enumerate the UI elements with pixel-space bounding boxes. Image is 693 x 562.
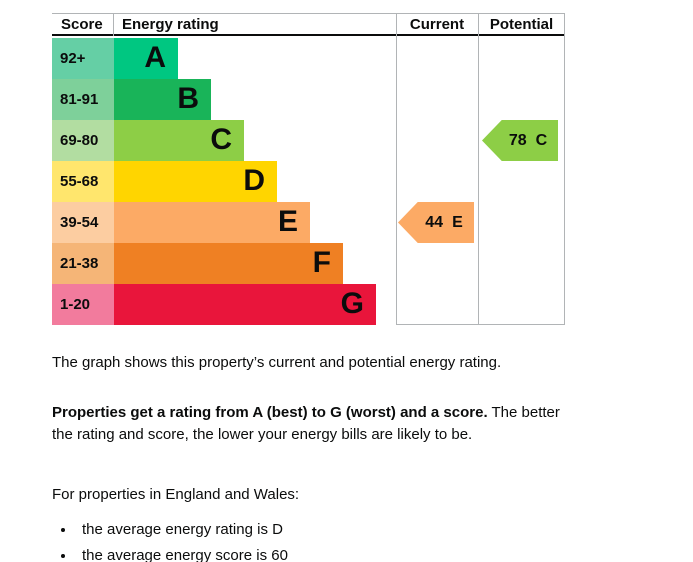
potential-band-letter: C <box>535 132 548 149</box>
band-row-a: 92+ A <box>52 38 565 79</box>
divider-current-potential <box>478 14 479 325</box>
score-range-g: 1-20 <box>52 284 114 325</box>
energy-rating-chart: Score Energy rating Current Potential 92… <box>52 13 565 325</box>
england-wales-intro: For properties in England and Wales: <box>52 485 300 503</box>
score-range-d: 55-68 <box>52 161 114 202</box>
band-bar-d: D <box>114 161 277 202</box>
chart-header-row: Score Energy rating Current Potential <box>52 14 565 36</box>
band-bar-b: B <box>114 79 211 120</box>
rating-explanation-bold: Properties get a rating from A (best) to… <box>52 403 488 421</box>
average-score-item: the average energy score is 60 <box>76 545 574 562</box>
band-row-f: 21-38 F <box>52 243 565 284</box>
divider-current-left <box>396 14 397 325</box>
header-score: Score <box>61 16 103 33</box>
band-bar-a: A <box>114 38 178 79</box>
band-bar-e: E <box>114 202 310 243</box>
divider-right-edge <box>564 14 565 325</box>
band-bar-c: C <box>114 120 244 161</box>
score-range-a: 92+ <box>52 38 114 79</box>
rating-explanation-paragraph: Properties get a rating from A (best) to… <box>52 402 574 447</box>
band-row-b: 81-91 B <box>52 79 565 120</box>
band-bar-f: F <box>114 243 343 284</box>
header-potential: Potential <box>489 16 554 33</box>
band-row-c: 69-80 C <box>52 120 565 161</box>
average-rating-item: the average energy rating is D <box>76 519 574 542</box>
current-band-letter: E <box>452 214 463 231</box>
average-stats-list: the average energy rating is D the avera… <box>52 519 574 562</box>
score-range-c: 69-80 <box>52 120 114 161</box>
score-range-f: 21-38 <box>52 243 114 284</box>
divider-score-rating <box>113 14 114 36</box>
graph-summary-paragraph: The graph shows this property’s current … <box>52 354 502 371</box>
header-energy-rating: Energy rating <box>122 16 219 33</box>
score-range-b: 81-91 <box>52 79 114 120</box>
band-bar-g: G <box>114 284 376 325</box>
band-row-g: 1-20 G <box>52 284 565 325</box>
rating-explanation-rest: The better the rating and score, the low… <box>52 403 560 444</box>
band-row-d: 55-68 D <box>52 161 565 202</box>
current-score-value: 44 <box>425 214 444 231</box>
header-current: Current <box>409 16 465 33</box>
score-range-e: 39-54 <box>52 202 114 243</box>
band-rows: 92+ A 81-91 B 69-80 C 55-68 D 39-54 E 21… <box>52 38 565 325</box>
description-text: The graph shows this property’s current … <box>52 352 574 562</box>
band-row-e: 39-54 E <box>52 202 565 243</box>
chart-bottom-border <box>396 324 565 325</box>
potential-score-value: 78 <box>508 132 527 149</box>
